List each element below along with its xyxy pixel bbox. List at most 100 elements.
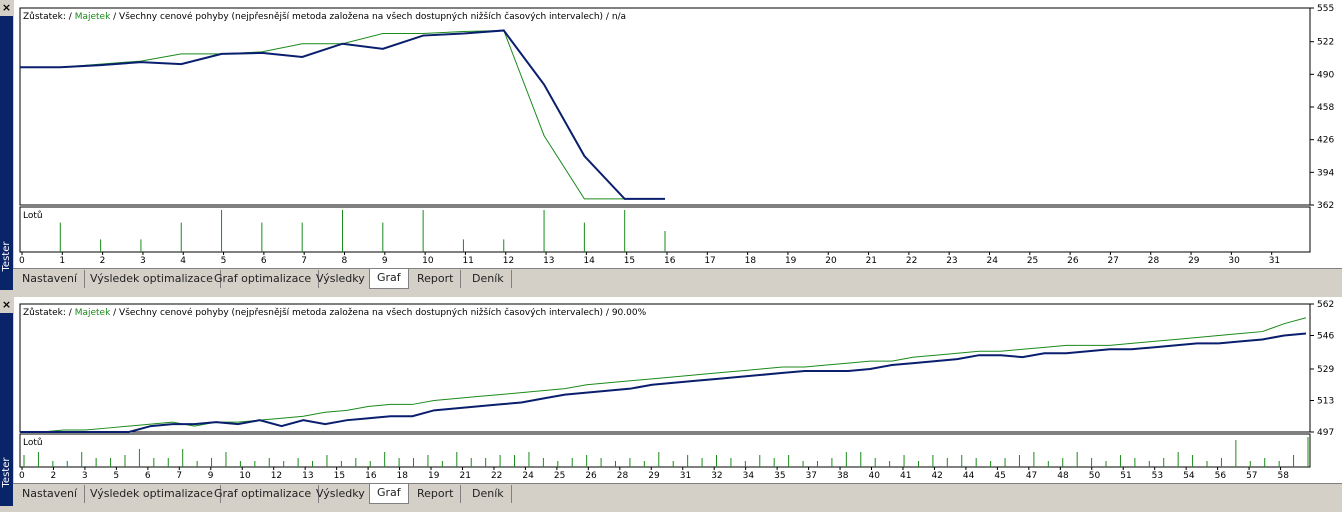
- equity-line: [20, 317, 1307, 433]
- tab-den-k[interactable]: Deník: [465, 485, 512, 503]
- x-tick-label: 26: [585, 471, 597, 481]
- legend-zustatek: Zůstatek:: [23, 307, 66, 318]
- tester-sidebar: × Tester: [0, 297, 13, 506]
- x-tick-label: 5: [221, 256, 227, 266]
- x-tick-label: 45: [994, 471, 1005, 481]
- balance-line: [20, 332, 1307, 433]
- y-tick-label: 490: [1317, 70, 1334, 80]
- x-tick-label: 40: [869, 471, 881, 481]
- x-tick-label: 7: [176, 471, 182, 481]
- x-tick-label: 30: [1228, 256, 1240, 266]
- balance-chart: Zůstatek: / Majetek / Všechny cenové poh…: [19, 4, 1334, 266]
- x-tick-label: 47: [1026, 471, 1037, 481]
- chart-area: [14, 0, 1342, 268]
- x-tick-label: 25: [1027, 256, 1038, 266]
- x-tick-label: 13: [543, 256, 554, 266]
- x-tick-label: 28: [1148, 256, 1160, 266]
- x-tick-label: 14: [583, 256, 595, 266]
- tab-report[interactable]: Report: [410, 270, 462, 288]
- x-tick-label: 22: [906, 256, 917, 266]
- tab-nastaven-[interactable]: Nastavení: [15, 485, 86, 503]
- legend-sep1: /: [66, 308, 75, 318]
- x-tick-label: 29: [648, 471, 660, 481]
- sidebar-label: Tester: [1, 241, 12, 272]
- chart-legend: Zůstatek: / Majetek / Všechny cenové poh…: [23, 11, 626, 22]
- x-tick-label: 15: [334, 471, 345, 481]
- x-tick-label: 19: [785, 256, 797, 266]
- tester-sidebar: × Tester: [0, 0, 13, 290]
- lots-label: Lotů: [23, 437, 43, 448]
- x-tick-label: 34: [743, 471, 755, 481]
- tab-v-sledky[interactable]: Výsledky: [309, 485, 373, 503]
- lots-label: Lotů: [23, 210, 43, 221]
- lots-frame: [19, 433, 1311, 468]
- x-tick-label: 21: [459, 471, 470, 481]
- x-tick-label: 44: [963, 471, 975, 481]
- tab-graf[interactable]: Graf: [369, 484, 409, 504]
- balance-chart: Zůstatek: / Majetek / Všechny cenové poh…: [19, 300, 1334, 481]
- tab-v-sledky[interactable]: Výsledky: [309, 270, 373, 288]
- x-tick-label: 3: [140, 256, 146, 266]
- x-tick-label: 1: [59, 256, 65, 266]
- y-tick-label: 497: [1317, 428, 1334, 438]
- tab-nastaven-[interactable]: Nastavení: [15, 270, 86, 288]
- x-tick-label: 0: [19, 471, 25, 481]
- x-tick-label: 15: [624, 256, 635, 266]
- x-tick-label: 12: [271, 471, 282, 481]
- x-tick-label: 57: [1246, 471, 1257, 481]
- tab-report[interactable]: Report: [410, 485, 462, 503]
- x-tick-label: 51: [1120, 471, 1131, 481]
- tester-panel-2: × Tester Zůstatek: / Majetek / Všechny c…: [0, 297, 1342, 512]
- x-tick-label: 24: [987, 256, 999, 266]
- plot-frame: [19, 303, 1311, 433]
- balance-line: [20, 29, 665, 200]
- y-tick-label: 362: [1317, 201, 1334, 211]
- x-tick-label: 31: [680, 471, 691, 481]
- y-tick-label: 513: [1317, 396, 1334, 406]
- x-tick-label: 53: [1152, 471, 1163, 481]
- x-tick-label: 58: [1278, 471, 1290, 481]
- y-tick-label: 458: [1317, 103, 1334, 113]
- tab-graf-optimalizace[interactable]: Graf optimalizace: [207, 270, 320, 288]
- chart-legend: Zůstatek: / Majetek / Všechny cenové poh…: [23, 307, 647, 318]
- x-tick-label: 10: [422, 256, 434, 266]
- tab-den-k[interactable]: Deník: [465, 270, 512, 288]
- x-tick-label: 18: [397, 471, 409, 481]
- x-tick-label: 19: [428, 471, 440, 481]
- x-tick-label: 21: [866, 256, 877, 266]
- x-tick-label: 4: [180, 256, 186, 266]
- x-tick-label: 3: [82, 471, 88, 481]
- x-tick-label: 56: [1215, 471, 1227, 481]
- legend-rest: / Všechny cenové pohyby (nejpřesnější me…: [110, 11, 626, 22]
- x-tick-label: 9: [382, 256, 388, 266]
- tab-v-sledek-optimalizace[interactable]: Výsledek optimalizace: [83, 270, 221, 288]
- x-tick-label: 35: [774, 471, 785, 481]
- x-tick-label: 24: [522, 471, 534, 481]
- x-tick-label: 18: [745, 256, 757, 266]
- close-icon[interactable]: ×: [0, 297, 13, 313]
- y-tick-label: 555: [1317, 4, 1334, 14]
- x-tick-label: 6: [145, 471, 151, 481]
- tab-graf[interactable]: Graf: [369, 269, 409, 289]
- x-tick-label: 17: [704, 256, 715, 266]
- x-tick-label: 23: [946, 256, 957, 266]
- y-tick-label: 426: [1317, 136, 1334, 146]
- tab-bar: Nastavení Výsledek optimalizace Graf optim…: [13, 483, 1342, 504]
- x-tick-label: 8: [342, 256, 348, 266]
- x-tick-label: 7: [301, 256, 307, 266]
- equity-line: [20, 29, 665, 200]
- tester-panel-1: × Tester Zůstatek: / Majetek / Všechny c…: [0, 0, 1342, 290]
- x-tick-label: 20: [825, 256, 837, 266]
- x-tick-label: 27: [1107, 256, 1118, 266]
- x-tick-label: 6: [261, 256, 267, 266]
- chart-area: [14, 297, 1342, 483]
- x-tick-label: 11: [462, 256, 473, 266]
- x-tick-label: 13: [302, 471, 313, 481]
- close-icon[interactable]: ×: [0, 0, 13, 16]
- x-tick-label: 16: [365, 471, 377, 481]
- legend-majetek: Majetek: [75, 308, 111, 318]
- x-tick-label: 25: [554, 471, 565, 481]
- tab-v-sledek-optimalizace[interactable]: Výsledek optimalizace: [83, 485, 221, 503]
- y-tick-label: 394: [1317, 168, 1334, 178]
- tab-graf-optimalizace[interactable]: Graf optimalizace: [207, 485, 320, 503]
